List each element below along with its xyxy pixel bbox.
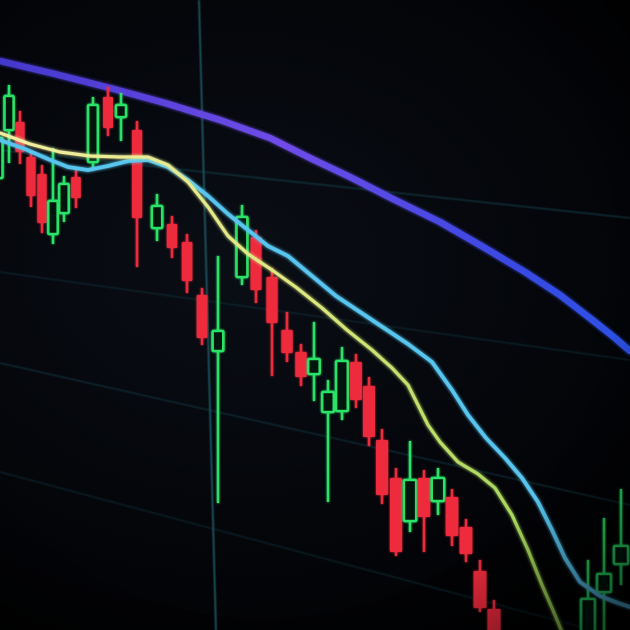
trading-chart-screen bbox=[0, 0, 630, 630]
candlestick-chart-canvas bbox=[0, 0, 630, 630]
vignette-overlay bbox=[0, 0, 630, 630]
